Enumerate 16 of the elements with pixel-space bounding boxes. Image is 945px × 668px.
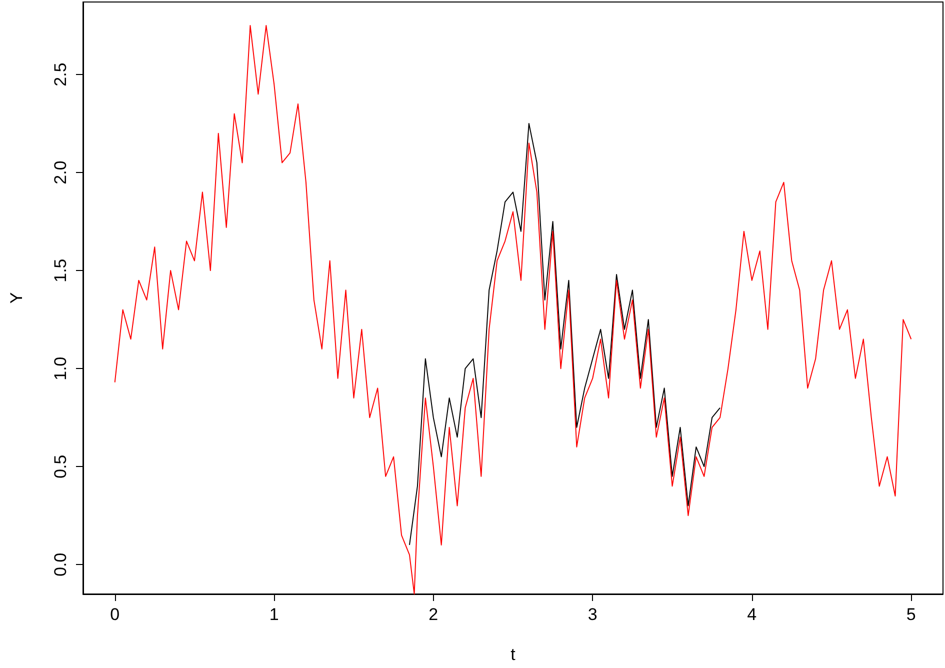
y-tick-label: 0.5 [51,454,70,478]
x-tick-label: 0 [110,605,120,624]
y-tick-label: 1.0 [51,356,70,380]
line-series [114,25,912,594]
x-tick-label: 1 [269,605,279,624]
x-tick-label: 2 [428,605,438,624]
line-series [408,123,721,546]
x-tick-label: 4 [747,605,757,624]
y-tick-label: 1.5 [51,258,70,282]
y-tick-label: 0.0 [51,552,70,576]
x-axis-title: t [510,645,516,664]
x-tick-label: 5 [906,605,916,624]
y-axis-title: Y [7,292,26,304]
x-tick-label: 3 [588,605,598,624]
y-tick-label: 2.0 [51,160,70,184]
y-tick-label: 2.5 [51,62,70,86]
